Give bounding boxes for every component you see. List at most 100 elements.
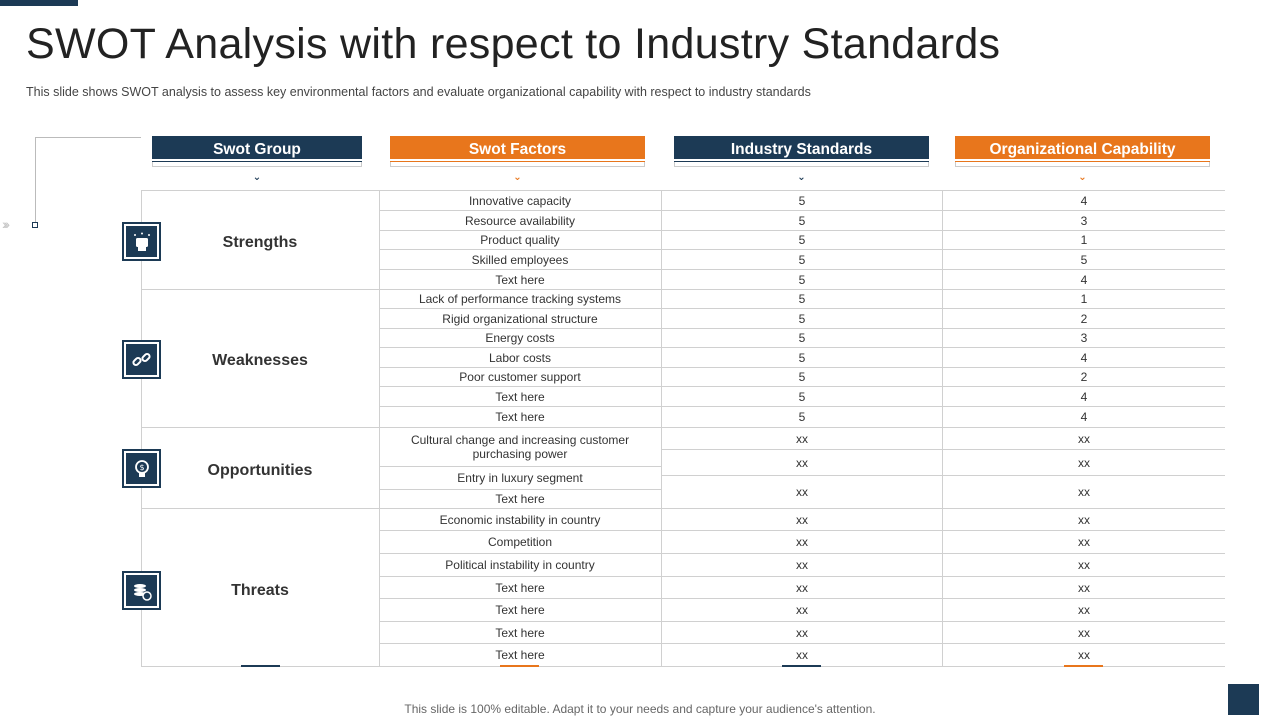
swot-factor-cell: Text here: [495, 491, 545, 506]
industry-standard-cell: 5: [798, 213, 806, 228]
header-industry-standards-label: Industry Standards: [674, 136, 929, 159]
bulb-dollar-icon: $: [122, 449, 161, 488]
table-row: Resource availability 5 3: [379, 211, 1225, 231]
organizational-capability-cell: 4: [1080, 272, 1088, 287]
swot-factor-cell: Entry in luxury segment: [457, 470, 583, 485]
industry-standard-cell: 5: [798, 389, 806, 404]
top-accent-bar: [0, 0, 78, 6]
organizational-capability-cell: xx: [943, 476, 1225, 509]
header-swot-group-label: Swot Group: [152, 136, 362, 159]
organizational-capability-cell: 3: [1080, 213, 1088, 228]
group-name: Opportunities: [207, 462, 313, 479]
table-row: Labor costs 5 4: [379, 348, 1225, 368]
footer-note: This slide is 100% editable. Adapt it to…: [404, 702, 876, 716]
table-row: Entry in luxury segment xx xx: [379, 456, 1225, 490]
industry-standard-cell: 5: [798, 233, 806, 247]
table-row: Text here 5 4: [379, 270, 1225, 290]
corner-accent-box: [1228, 684, 1259, 715]
industry-standard-cell: 5: [798, 292, 806, 306]
table-row: Competition xx xx: [379, 531, 1225, 554]
header-swot-factors: Swot Factors ⌄: [390, 136, 645, 183]
connector-dot: [32, 222, 38, 228]
organizational-capability-cell: xx: [1078, 648, 1090, 662]
organizational-capability-cell: 1: [1080, 233, 1088, 247]
industry-standard-cell: xx: [796, 512, 808, 527]
group-weaknesses: Weaknesses: [141, 290, 379, 428]
organizational-capability-cell: xx: [1078, 603, 1090, 617]
group-strengths: Strengths: [141, 191, 379, 290]
swot-factor-cell: Innovative capacity: [468, 193, 572, 208]
industry-standard-cell: 5: [798, 410, 806, 424]
swot-factor-cell: Cultural change and increasing customer …: [410, 433, 630, 461]
table-row: Text here xx xx: [379, 485, 1225, 509]
organizational-capability-cell: 2: [1080, 311, 1088, 326]
organizational-capability-cell: xx: [1078, 625, 1090, 640]
table-row: Rigid organizational structure 5 2: [379, 309, 1225, 329]
table-row: Text here 5 4: [379, 387, 1225, 407]
swot-factor-cell: Text here: [495, 603, 545, 617]
group-opportunities: Opportunities: [141, 428, 379, 509]
table-row: Text here xx xx: [379, 644, 1225, 667]
table-row: Product quality 5 1: [379, 231, 1225, 250]
industry-standard-cell: xx: [661, 428, 943, 450]
table-row: Lack of performance tracking systems 5 1: [379, 290, 1225, 309]
header-swot-group: Swot Group ⌄: [152, 136, 362, 183]
organizational-capability-cell: 4: [1080, 193, 1088, 208]
organizational-capability-cell: xx: [943, 450, 1225, 476]
industry-standard-cell: 5: [798, 272, 806, 287]
connector-bracket: [35, 137, 141, 227]
organizational-capability-cell: xx: [1078, 535, 1090, 549]
industry-standard-cell: 5: [798, 311, 806, 326]
swot-factor-cell: Economic instability in country: [439, 512, 601, 527]
industry-standard-cell: 5: [798, 350, 806, 365]
swot-factor-cell: Labor costs: [488, 350, 552, 365]
swot-factor-cell: Text here: [495, 648, 545, 662]
table-row: Text here xx xx: [379, 599, 1225, 622]
chevron-down-icon: ⌄: [513, 172, 522, 183]
industry-standard-cell: xx: [796, 625, 808, 640]
swot-factor-cell: Text here: [495, 389, 545, 404]
table-row: Skilled employees 5 5: [379, 250, 1225, 270]
chevrons-icon: ›››: [2, 216, 10, 232]
fist-icon: [122, 222, 161, 261]
swot-factor-cell: Political instability in country: [445, 558, 595, 572]
swot-factor-cell: Competition: [487, 535, 553, 549]
table-row: Political instability in country xx xx: [379, 554, 1225, 577]
group-threats: Threats: [141, 509, 379, 667]
page-title: SWOT Analysis with respect to Industry S…: [26, 20, 1001, 68]
swot-factor-cell: Rigid organizational structure: [442, 311, 598, 326]
table-row: Economic instability in country xx xx: [379, 509, 1225, 531]
swot-factor-cell: Text here: [495, 272, 545, 287]
industry-standard-cell: xx: [661, 450, 943, 476]
swot-factor-cell: Text here: [495, 580, 545, 595]
organizational-capability-cell: 4: [1080, 410, 1088, 424]
table-row: Energy costs 5 3: [379, 329, 1225, 348]
industry-standard-cell: xx: [796, 603, 808, 617]
industry-standard-cell: 5: [798, 331, 806, 345]
coins-clock-icon: [122, 571, 161, 610]
swot-table: [141, 190, 1225, 667]
industry-standard-cell: 5: [798, 252, 806, 267]
industry-standard-cell: 5: [798, 370, 806, 384]
group-name: Strengths: [222, 234, 298, 251]
page-subtitle: This slide shows SWOT analysis to assess…: [26, 85, 811, 99]
table-row: Text here xx xx: [379, 622, 1225, 644]
table-row: Poor customer support 5 2: [379, 368, 1225, 387]
industry-standard-cell: xx: [796, 648, 808, 662]
group-name: Threats: [231, 582, 289, 599]
footer-accent-navy: [241, 665, 280, 667]
organizational-capability-cell: xx: [1078, 580, 1090, 595]
industry-standard-cell: xx: [661, 476, 943, 509]
swot-factor-cell: Poor customer support: [459, 370, 581, 384]
broken-link-icon: [122, 340, 161, 379]
industry-standard-cell: xx: [796, 558, 808, 572]
svg-text:$: $: [139, 463, 144, 472]
table-row: Text here xx xx: [379, 577, 1225, 599]
organizational-capability-cell: xx: [1078, 512, 1090, 527]
footer-accent-navy: [782, 665, 821, 667]
swot-factor-cell: Text here: [495, 625, 545, 640]
footer-accent-orange: [1064, 665, 1103, 667]
header-industry-standards: Industry Standards ⌄: [674, 136, 929, 183]
chevron-down-icon: ⌄: [1078, 172, 1087, 183]
industry-standard-cell: 5: [798, 193, 806, 208]
